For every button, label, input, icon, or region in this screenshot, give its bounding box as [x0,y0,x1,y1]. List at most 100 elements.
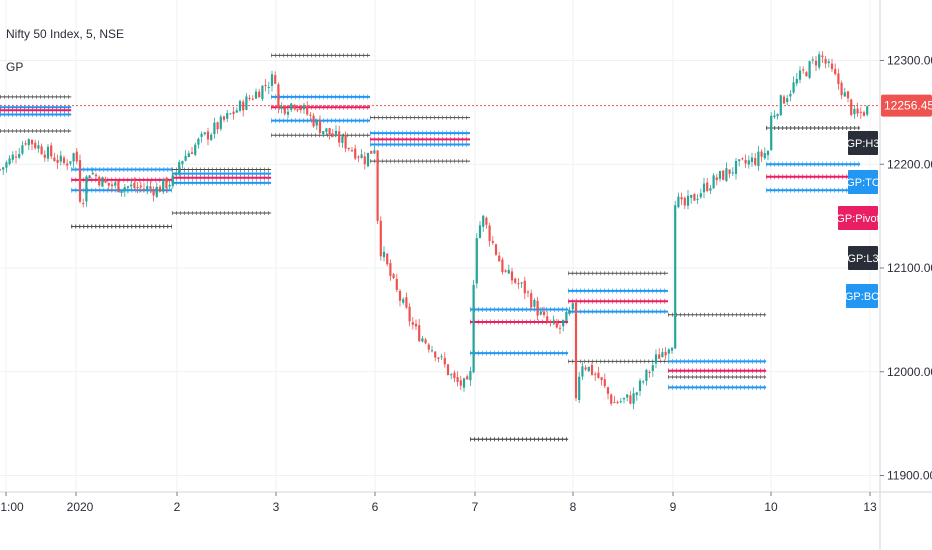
candle [552,320,555,323]
candle [229,113,232,115]
candle [488,225,491,241]
price-axis: 11900.00 12000.00 12100.00 12200.00 12300.00 [880,54,932,483]
candle [472,284,475,373]
candle [760,151,763,157]
candle [206,131,210,140]
candle [78,160,82,202]
candle [379,220,382,257]
candle [853,108,856,115]
candle [91,172,94,175]
candle [27,139,30,146]
candle [30,139,34,145]
candle [776,114,779,117]
candle [597,372,600,378]
candle [866,106,869,115]
candle [133,182,136,188]
candle [280,106,283,109]
candle [683,197,686,206]
candle [539,311,542,315]
candle [549,321,552,323]
candle [770,115,773,151]
candle [37,145,40,149]
candle [152,189,155,196]
x-tick-label: 3 [273,500,280,514]
candle [344,135,347,149]
candle [805,72,808,77]
candle [130,184,133,187]
candle [338,131,341,143]
candle [734,160,738,174]
candle [763,153,766,159]
current-price-tag: 12256.45 [881,94,932,117]
candle [139,185,142,188]
candle [802,69,805,71]
candle [46,146,50,159]
y-tick-label: 12100.00 [887,261,932,275]
candle [414,323,418,327]
candle [562,319,565,327]
candle [622,397,626,400]
candle [254,91,258,99]
candle [405,297,408,308]
indicator-label[interactable]: GP [6,60,23,74]
x-tick-label: 9 [670,500,677,514]
candle [219,116,222,129]
candle [142,188,146,190]
candle [658,354,661,359]
candle [194,144,197,155]
candle [373,150,376,154]
candle [530,293,533,308]
candle [437,357,440,359]
candle [706,182,709,192]
candle [494,244,498,255]
candle [306,105,309,115]
candle [542,311,546,315]
candle [8,158,11,165]
pivot-levels [0,53,861,442]
candle [117,180,120,193]
candle [642,381,645,383]
candle [168,184,171,187]
candle [238,100,242,111]
candle [190,152,194,154]
candle [178,162,181,174]
candle [350,150,354,152]
candle [376,150,379,221]
candle [174,172,178,176]
candle [514,278,517,283]
x-tick-label: 8 [570,500,577,514]
candle [738,159,741,162]
candle [766,151,770,156]
candle [245,96,248,110]
candle [814,60,818,66]
candle [741,158,744,160]
candle [696,198,699,200]
candle [85,176,88,202]
candle [155,186,158,197]
candle [21,145,24,154]
candle [40,146,43,155]
candle [603,379,606,387]
candle [850,99,853,115]
y-tick-label: 12300.00 [887,54,932,68]
chart-grid [0,0,880,492]
candle [341,136,344,143]
candle [856,108,859,114]
candle [718,171,722,179]
candle [837,73,840,85]
candle [274,75,277,84]
candle [808,61,811,78]
candle [773,115,776,118]
x-tick-label: 1:00 [0,500,24,514]
candle [75,151,78,162]
candle [629,395,632,404]
candle [478,225,482,238]
time-axis: 1:00 2020 2 3 6 7 8 9 10 13 [0,492,877,514]
candle [286,111,290,115]
candle [50,145,53,157]
candle [370,150,373,154]
candle [581,366,584,377]
candle [290,103,293,110]
candle [184,155,187,161]
